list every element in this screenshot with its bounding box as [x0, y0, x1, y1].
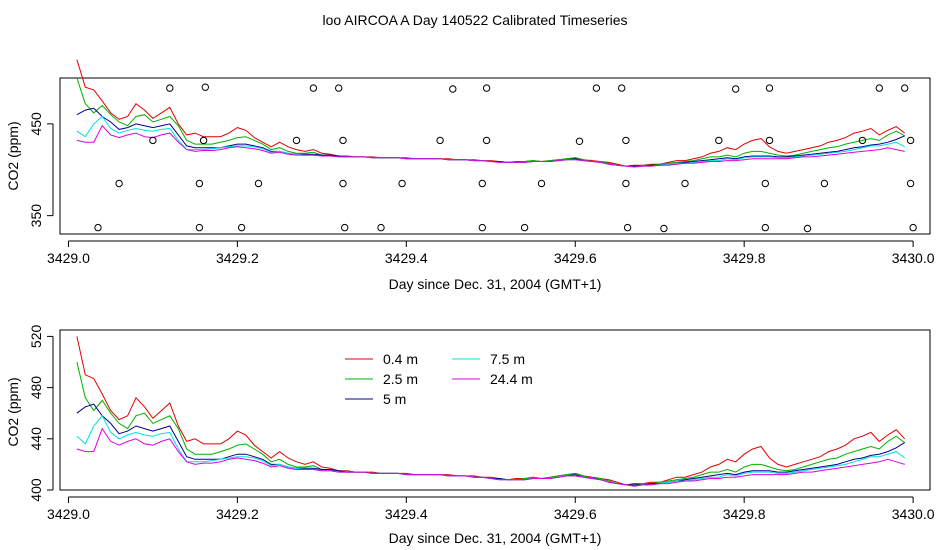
bottom-plot-frame — [59, 329, 931, 491]
status-point — [765, 84, 774, 92]
status-point — [166, 84, 174, 92]
x-tick-label: 3429.6 — [554, 250, 597, 266]
y-tick-label: 440 — [28, 427, 44, 451]
top-x-axis-label: Day since Dec. 31, 2004 (GMT+1) — [389, 276, 602, 292]
status-point — [94, 223, 102, 232]
x-tick-label: 3429.4 — [385, 506, 428, 522]
status-point — [909, 223, 917, 232]
legend: 0.4 m 2.5 m 5 m 7.5 m 24.4 m — [345, 351, 533, 407]
status-point — [592, 84, 601, 92]
status-point — [339, 179, 347, 188]
legend-label: 7.5 m — [490, 351, 525, 367]
status-point — [478, 179, 486, 188]
status-point — [335, 84, 343, 92]
status-point — [195, 179, 204, 188]
x-tick-label: 3429.6 — [554, 506, 597, 522]
status-point — [906, 179, 915, 188]
top-plot-frame — [59, 77, 931, 235]
status-point — [339, 136, 347, 145]
status-point — [115, 179, 123, 188]
y-tick-label: 350 — [28, 204, 44, 228]
x-tick-label: 3429.8 — [723, 250, 766, 266]
y-tick-label: 450 — [28, 112, 44, 136]
status-point — [575, 137, 584, 146]
status-point — [478, 223, 486, 232]
status-point — [195, 223, 204, 232]
x-tick-label: 3429.2 — [216, 250, 259, 266]
top-y-axis-label: CO2 (ppm) — [5, 121, 21, 190]
chart-title: loo AIRCOA A Day 140522 Calibrated Times… — [322, 12, 627, 28]
status-point — [660, 224, 668, 233]
status-point — [875, 84, 883, 92]
series-line-0-4-mm — [76, 59, 906, 167]
status-point — [341, 223, 349, 232]
status-point — [761, 223, 769, 232]
series-line-7-5-mm — [76, 414, 906, 487]
status-point — [309, 84, 318, 92]
x-tick-label: 3429.0 — [47, 506, 90, 522]
y-tick-label: 400 — [28, 478, 44, 502]
legend-label: 2.5 m — [383, 371, 418, 387]
x-tick-label: 3430.0 — [892, 506, 935, 522]
top-panel: 3429.0 3429.2 3429.4 3429.6 3429.8 3430.0 350… — [5, 59, 935, 292]
legend-label: 5 m — [383, 391, 406, 407]
status-point — [858, 136, 867, 145]
x-tick-label: 3429.2 — [216, 506, 259, 522]
status-point — [149, 136, 157, 145]
status-point — [254, 179, 263, 188]
status-point — [449, 85, 457, 93]
status-point — [765, 136, 774, 145]
status-point — [623, 223, 632, 232]
series-line-5-mm — [76, 403, 905, 486]
status-point — [537, 179, 546, 188]
x-tick-label: 3429.4 — [385, 250, 428, 266]
status-point — [622, 136, 630, 145]
series-line-2-5-mm — [76, 77, 905, 167]
status-point — [681, 179, 689, 188]
status-point — [820, 179, 829, 188]
status-point — [906, 136, 915, 145]
status-point — [715, 136, 723, 145]
status-point — [803, 224, 812, 233]
x-tick-label: 3430.0 — [892, 250, 935, 266]
series-line-24-4-mm — [76, 427, 905, 487]
series-line-24-4-mm — [76, 124, 905, 168]
status-point — [436, 136, 444, 145]
y-tick-label: 520 — [28, 325, 44, 349]
status-point — [377, 223, 385, 232]
status-point — [761, 179, 769, 188]
status-point — [482, 84, 491, 92]
status-point — [732, 85, 740, 93]
bottom-panel: 3429.0 3429.2 3429.4 3429.6 3429.8 3430.0 400… — [5, 325, 935, 546]
bottom-x-axis-label: Day since Dec. 31, 2004 (GMT+1) — [389, 530, 602, 546]
status-point — [618, 84, 626, 92]
status-point — [237, 223, 246, 232]
status-point — [201, 83, 210, 91]
status-point — [901, 84, 909, 92]
legend-label: 24.4 m — [490, 371, 533, 387]
status-point — [398, 179, 406, 188]
status-point — [520, 223, 529, 232]
legend-label: 0.4 m — [383, 351, 418, 367]
series-line-0-4-mm — [76, 336, 906, 486]
x-tick-label: 3429.0 — [47, 250, 90, 266]
status-point — [199, 136, 208, 145]
y-tick-label: 480 — [28, 376, 44, 400]
status-point — [292, 136, 301, 145]
bottom-y-axis-label: CO2 (ppm) — [5, 377, 21, 446]
status-point — [482, 136, 491, 145]
status-point — [622, 179, 630, 188]
x-tick-label: 3429.8 — [723, 506, 766, 522]
